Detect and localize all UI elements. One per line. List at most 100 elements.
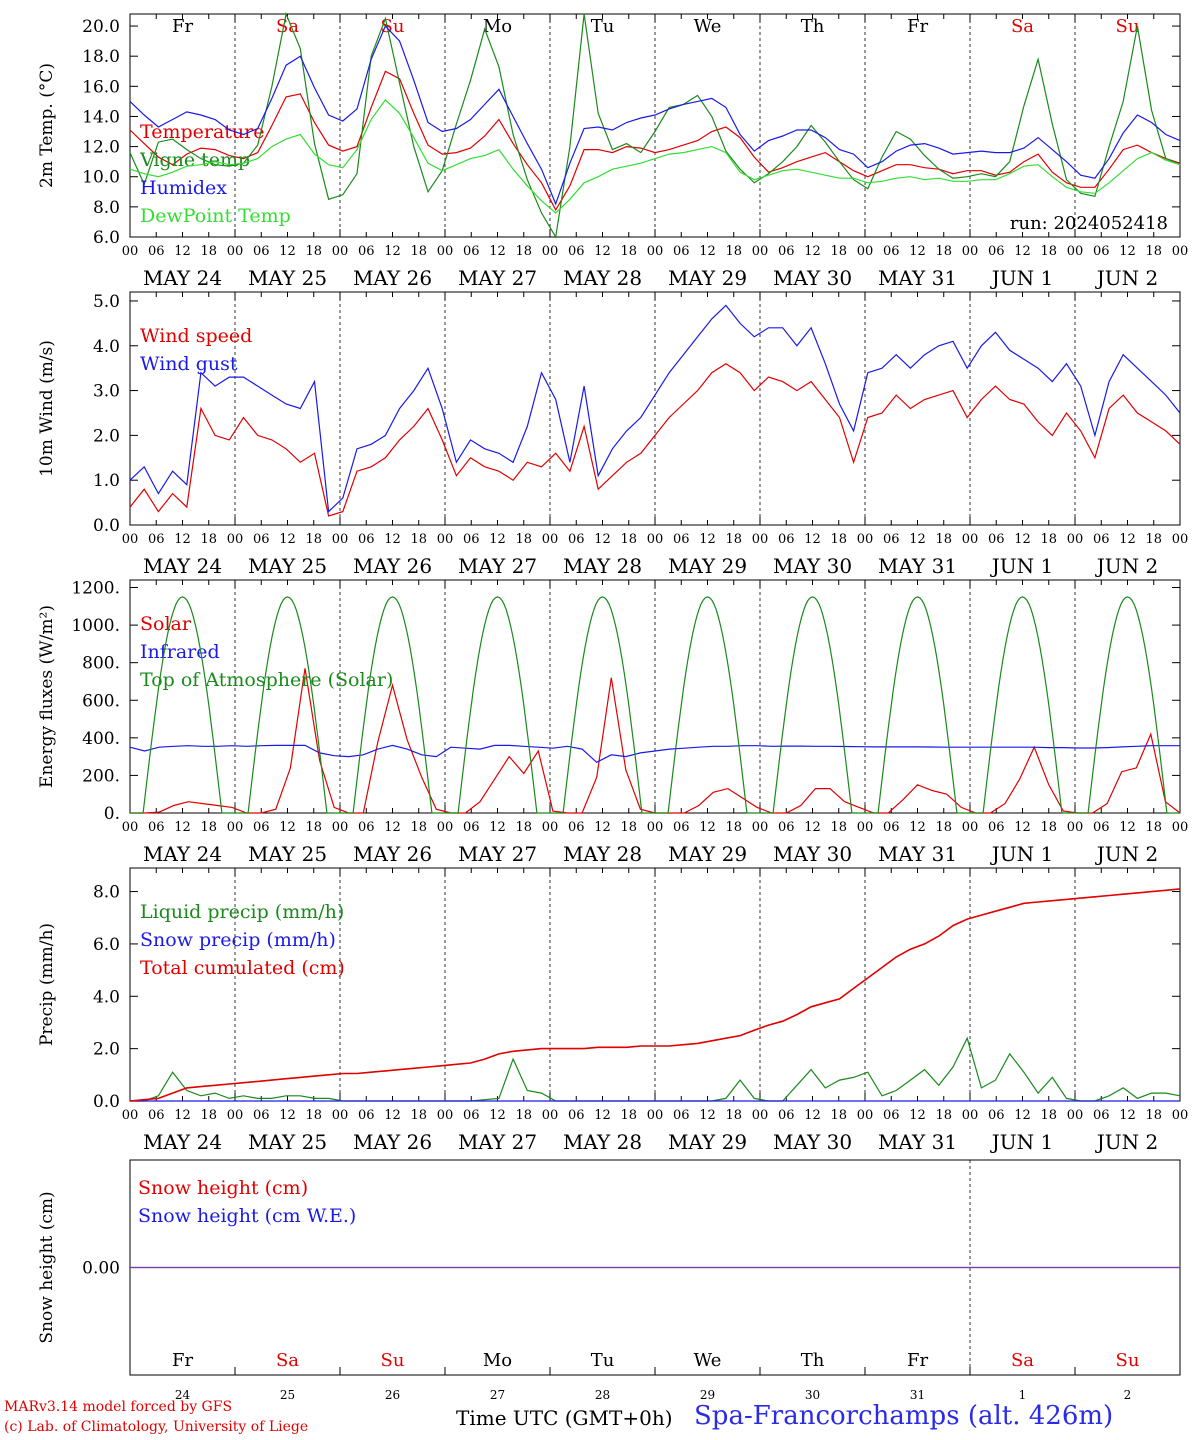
hour-tick-label: 12 <box>1014 532 1031 547</box>
hour-tick-label: 18 <box>515 820 532 835</box>
weekday-label: Fr <box>907 1350 928 1371</box>
hour-tick-label: 00 <box>437 820 454 835</box>
date-label: MAY 25 <box>248 1130 327 1154</box>
hour-tick-label: 06 <box>883 532 900 547</box>
hour-tick-label: 18 <box>935 820 952 835</box>
day-number-label: 1 <box>1019 1388 1027 1402</box>
hour-tick-label: 00 <box>752 1108 769 1123</box>
hour-tick-label: 18 <box>1145 820 1162 835</box>
weekday-label: Mo <box>483 1350 512 1371</box>
hour-tick-label: 18 <box>1040 244 1057 259</box>
hour-tick-label: 06 <box>253 1108 270 1123</box>
hour-tick-label: 00 <box>857 244 874 259</box>
hour-tick-label: 12 <box>489 532 506 547</box>
date-label: MAY 28 <box>563 554 642 578</box>
series-line-top-of-atmosphere-solar- <box>130 596 1180 814</box>
weekday-label: Tu <box>591 16 615 37</box>
hour-tick-label: 00 <box>542 244 559 259</box>
date-label: MAY 29 <box>668 842 747 866</box>
weekday-label: Th <box>801 16 825 37</box>
legend-entry: Vigne temp <box>139 149 250 171</box>
day-number-label: 31 <box>910 1388 925 1402</box>
y-tick-label: 200. <box>82 766 120 786</box>
weekday-label: Su <box>1116 1350 1140 1371</box>
hour-tick-label: 00 <box>437 532 454 547</box>
hour-tick-label: 06 <box>463 820 480 835</box>
date-label: JUN 2 <box>1095 266 1158 290</box>
hour-tick-label: 18 <box>830 820 847 835</box>
hour-tick-label: 12 <box>1014 820 1031 835</box>
hour-tick-label: 12 <box>594 1108 611 1123</box>
hour-tick-label: 00 <box>227 1108 244 1123</box>
hour-tick-label: 12 <box>909 820 926 835</box>
legend-entry: Solar <box>140 613 192 635</box>
legend-entry: DewPoint Temp <box>140 205 291 227</box>
hour-tick-label: 00 <box>962 532 979 547</box>
y-axis-label: Precip (mm/h) <box>37 923 57 1046</box>
y-tick-label: 12.0 <box>82 138 120 158</box>
legend-entry: Snow height (cm) <box>138 1177 308 1199</box>
hour-tick-label: 06 <box>148 532 165 547</box>
date-label: MAY 30 <box>773 266 852 290</box>
panel-1-frame <box>129 13 1181 238</box>
hour-tick-label: 06 <box>778 532 795 547</box>
hour-tick-label: 06 <box>148 1108 165 1123</box>
y-tick-label: 0.0 <box>93 1092 120 1112</box>
hour-tick-label: 12 <box>279 244 296 259</box>
hour-tick-label: 18 <box>725 1108 742 1123</box>
hour-tick-label: 12 <box>804 532 821 547</box>
weekday-label: We <box>694 16 722 37</box>
weekday-label: Fr <box>172 16 193 37</box>
y-tick-label: 10.0 <box>82 168 120 188</box>
hour-tick-label: 00 <box>1067 532 1084 547</box>
y-tick-label: 600. <box>82 691 120 711</box>
hour-tick-label: 18 <box>725 532 742 547</box>
series-line-total-cumulated-cm- <box>129 888 1181 1102</box>
hour-tick-label: 06 <box>568 244 585 259</box>
hour-tick-label: 18 <box>200 244 217 259</box>
date-label: MAY 27 <box>458 842 537 866</box>
hour-tick-label: 06 <box>358 1108 375 1123</box>
hour-tick-label: 00 <box>857 532 874 547</box>
time-axis-title: Time UTC (GMT+0h) <box>456 1406 673 1430</box>
legend-entry: Liquid precip (mm/h) <box>140 901 344 923</box>
series-line-wind-gust <box>129 304 1181 513</box>
date-label: MAY 26 <box>353 842 432 866</box>
hour-tick-label: 06 <box>988 1108 1005 1123</box>
date-label: MAY 28 <box>563 842 642 866</box>
hour-tick-label: 06 <box>358 532 375 547</box>
hour-tick-label: 06 <box>568 532 585 547</box>
credit-line-2: (c) Lab. of Climatology, University of L… <box>4 1419 309 1435</box>
day-number-label: 24 <box>175 1388 191 1402</box>
hour-tick-label: 06 <box>883 820 900 835</box>
hour-tick-label: 00 <box>332 1108 349 1123</box>
day-number-label: 30 <box>805 1388 820 1402</box>
date-label: MAY 25 <box>248 554 327 578</box>
hour-tick-label: 12 <box>699 1108 716 1123</box>
hour-tick-label: 18 <box>620 820 637 835</box>
date-label: JUN 2 <box>1095 1130 1158 1154</box>
y-tick-label: 14.0 <box>82 107 120 127</box>
hour-tick-label: 00 <box>332 244 349 259</box>
hour-tick-label: 06 <box>1093 244 1110 259</box>
run-label: run: 2024052418 <box>1010 213 1168 234</box>
day-number-label: 25 <box>280 1388 295 1402</box>
legend-entry: Temperature <box>140 121 264 143</box>
hour-tick-label: 12 <box>909 532 926 547</box>
hour-tick-label: 12 <box>594 244 611 259</box>
date-label: MAY 24 <box>143 842 222 866</box>
weekday-label: Mo <box>483 16 512 37</box>
hour-tick-label: 12 <box>909 1108 926 1123</box>
date-label: MAY 30 <box>773 842 852 866</box>
y-tick-label: 800. <box>82 654 120 674</box>
hour-tick-label: 18 <box>305 1108 322 1123</box>
hour-tick-label: 12 <box>489 244 506 259</box>
date-label: MAY 30 <box>773 1130 852 1154</box>
series-line-vigne-temp <box>129 11 1181 239</box>
legend-entry: Infrared <box>140 641 220 663</box>
hour-tick-label: 00 <box>1067 820 1084 835</box>
hour-tick-label: 12 <box>174 532 191 547</box>
y-tick-label: 0.0 <box>93 516 120 536</box>
date-label: MAY 26 <box>353 554 432 578</box>
